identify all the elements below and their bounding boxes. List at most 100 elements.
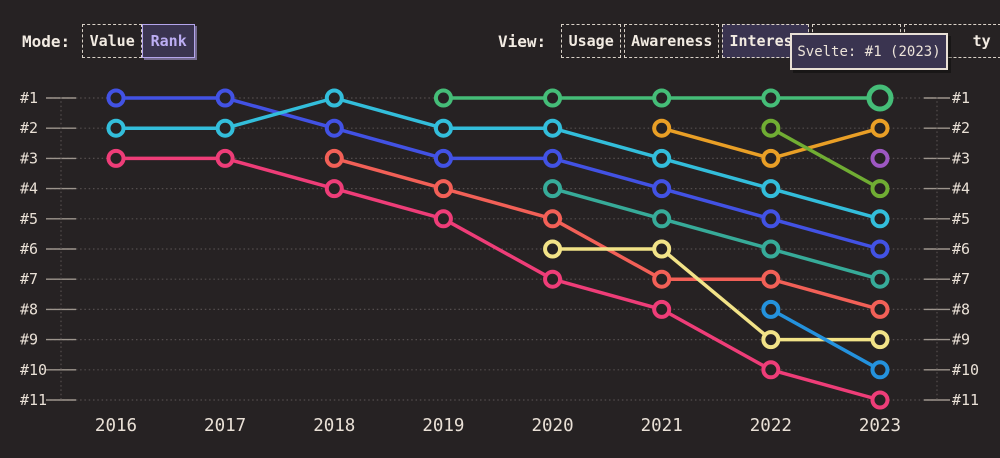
rank-label-right: #2 [952,119,970,137]
data-point-yellow[interactable] [543,239,563,259]
data-point-blue[interactable] [761,209,781,229]
data-point-magenta-pink[interactable] [543,269,563,289]
series-line-coral [333,156,881,312]
rank-label-right: #6 [952,240,970,258]
data-point-lime[interactable] [761,118,781,138]
year-label: 2017 [204,416,246,436]
rank-label-right: #4 [952,180,970,198]
data-point-cyan[interactable] [761,179,781,199]
data-point-cyan[interactable] [433,118,453,138]
data-point-teal[interactable] [761,239,781,259]
series-line-blue [116,96,881,251]
view-label: View: [498,31,547,51]
hover-tooltip: Svelte: #1 (2023) [790,33,948,70]
rank-label-right: #5 [952,210,970,228]
data-point-purple[interactable] [870,148,890,168]
year-label: 2019 [422,416,464,436]
data-point-magenta-pink[interactable] [870,390,890,410]
data-point-yellow[interactable] [761,330,781,350]
rank-label-right: #7 [952,270,970,288]
data-point-coral[interactable] [761,269,781,289]
data-point-svelte-green[interactable] [543,88,563,108]
highlighted-data-point-svelte-green[interactable] [866,84,894,112]
data-point-lime[interactable] [870,179,890,199]
rank-label-left: #3 [20,149,38,167]
view-option-interest[interactable]: Interest [722,24,809,58]
data-point-teal[interactable] [870,269,890,289]
data-point-sky-blue[interactable] [761,299,781,319]
data-point-sky-blue[interactable] [870,360,890,380]
data-point-cyan[interactable] [870,209,890,229]
rank-label-right: #11 [952,391,979,409]
rank-label-left: #1 [20,89,38,107]
data-point-coral[interactable] [652,269,672,289]
data-point-orange[interactable] [870,118,890,138]
rank-label-left: #8 [20,300,38,318]
year-label: 2020 [531,416,573,436]
data-point-yellow[interactable] [652,239,672,259]
data-point-blue[interactable] [543,148,563,168]
view-option-awareness[interactable]: Awareness [624,24,720,58]
series-line-teal [552,186,881,281]
series-line-sky-blue [769,307,881,372]
data-point-magenta-pink[interactable] [433,209,453,229]
data-point-blue[interactable] [106,88,126,108]
rank-label-left: #4 [20,180,38,198]
data-point-blue[interactable] [215,88,235,108]
data-point-coral[interactable] [324,148,344,168]
year-label: 2021 [641,416,683,436]
data-point-teal[interactable] [543,179,563,199]
rank-label-left: #7 [20,270,38,288]
rank-label-left: #9 [20,331,38,349]
series-line-lime [769,126,881,191]
data-point-yellow[interactable] [870,330,890,350]
rank-label-left: #2 [20,119,38,137]
mode-toggle-group: Mode: Value Rank [22,24,196,58]
mode-option-value[interactable]: Value [82,24,143,58]
data-point-cyan[interactable] [106,118,126,138]
rank-label-left: #5 [20,210,38,228]
rank-label-right: #3 [952,149,970,167]
rank-label-right: #8 [952,300,970,318]
data-point-blue[interactable] [324,118,344,138]
data-point-magenta-pink[interactable] [761,360,781,380]
data-point-svelte-green[interactable] [652,88,672,108]
data-point-magenta-pink[interactable] [324,179,344,199]
rank-label-left: #10 [20,361,47,379]
data-point-blue[interactable] [652,179,672,199]
tooltip-text: Svelte: #1 (2023) [797,43,941,60]
view-option-usage[interactable]: Usage [561,24,622,58]
data-point-coral[interactable] [870,299,890,319]
data-point-magenta-pink[interactable] [652,299,672,319]
data-point-blue[interactable] [433,148,453,168]
data-point-teal[interactable] [652,209,672,229]
year-label: 2018 [313,416,355,436]
year-label: 2016 [95,416,137,436]
data-point-cyan[interactable] [652,148,672,168]
data-point-coral[interactable] [433,179,453,199]
data-point-cyan[interactable] [215,118,235,138]
rank-label-right: #1 [952,89,970,107]
data-point-cyan[interactable] [324,88,344,108]
mode-option-rank[interactable]: Rank [142,24,196,58]
data-point-orange[interactable] [761,148,781,168]
data-point-coral[interactable] [543,209,563,229]
data-point-svelte-green[interactable] [433,88,453,108]
data-point-magenta-pink[interactable] [215,148,235,168]
rank-label-left: #6 [20,240,38,258]
year-label: 2023 [859,416,901,436]
series-line-magenta-pink [116,156,881,402]
data-point-blue[interactable] [870,239,890,259]
mode-label: Mode: [22,31,71,51]
data-point-cyan[interactable] [543,118,563,138]
rank-label-right: #9 [952,331,970,349]
rank-label-right: #10 [952,361,979,379]
data-point-svelte-green[interactable] [761,88,781,108]
series-line-cyan [116,96,881,221]
year-label: 2022 [750,416,792,436]
data-point-orange[interactable] [652,118,672,138]
data-point-magenta-pink[interactable] [106,148,126,168]
rank-label-left: #11 [20,391,47,409]
